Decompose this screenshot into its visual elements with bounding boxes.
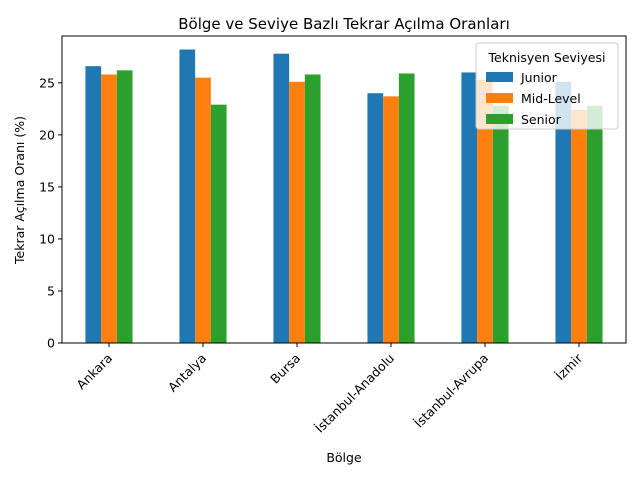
x-tick-label: Bursa [267,351,303,387]
y-tick-label: 10 [39,231,55,246]
bar-junior-5 [555,81,572,344]
legend-label-mid-level: Mid-Level [521,91,581,106]
bar-senior-1 [210,104,227,343]
y-tick-label: 15 [39,179,55,194]
bar-junior-2 [273,53,290,343]
y-tick-label: 25 [39,75,55,90]
y-tick-label: 0 [47,336,55,351]
bars-group [85,49,603,344]
legend-swatch-junior [486,72,513,82]
bar-mid-level-0 [101,74,117,344]
x-axis-title: Bölge [326,450,362,465]
bar-mid-level-1 [195,77,211,343]
x-tick-label: Ankara [73,351,115,393]
bar-junior-4 [461,72,478,343]
plot-frame [61,35,627,344]
legend-frame [475,42,619,130]
y-tick-label: 20 [39,127,55,142]
chart-title: Bölge ve Seviye Bazlı Tekrar Açılma Oran… [178,15,510,33]
y-tick-label: 5 [47,283,55,298]
legend-title: Teknisyen Seviyesi [488,50,606,65]
bar-mid-level-5 [571,109,587,343]
legend: Teknisyen Seviyesi Junior Mid-Level Senior [475,42,619,130]
bar-senior-5 [586,105,603,343]
x-tick-label: İstanbul-Anadolu [312,351,397,436]
bar-senior-3 [398,73,415,343]
bar-junior-0 [85,66,102,344]
bar-senior-2 [304,74,321,344]
x-axis: Ankara Antalya Bursa İstanbul-Anadolu İstanb… [73,343,586,436]
bar-mid-level-4 [477,79,493,344]
legend-swatch-senior [486,114,513,124]
legend-label-senior: Senior [521,112,562,127]
legend-swatch-mid-level [486,93,513,103]
y-axis-title: Tekrar Açılma Oranı (%) [12,116,27,265]
bar-junior-1 [179,49,196,344]
x-tick-label: İzmir [553,350,586,383]
x-tick-label: İstanbul-Avrupa [411,351,491,431]
bar-senior-4 [492,105,509,343]
y-axis: 0 5 10 15 20 25 [39,75,62,351]
bar-senior-0 [116,70,133,343]
bar-mid-level-2 [289,81,305,344]
x-tick-label: Antalya [165,351,209,395]
bar-mid-level-3 [383,96,399,344]
bar-junior-3 [367,93,384,343]
legend-label-junior: Junior [520,70,558,85]
